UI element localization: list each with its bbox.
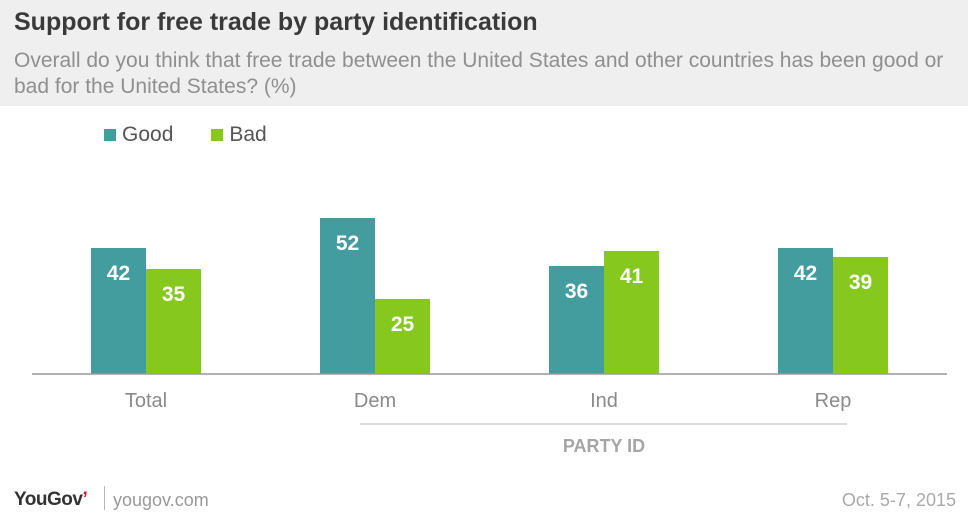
data-label-bad-dem: 25 — [391, 313, 415, 336]
footer-url: yougov.com — [113, 490, 209, 510]
legend-swatch-good — [104, 129, 116, 141]
bar-good-rep — [778, 248, 833, 374]
data-label-bad-rep: 39 — [849, 271, 872, 294]
bar-good-ind — [549, 266, 604, 374]
chart-title: Support for free trade by party identifi… — [14, 8, 538, 36]
party-id-group-label: PARTY ID — [563, 436, 645, 456]
bar-bad-rep — [833, 257, 888, 374]
x-tick-label-dem: Dem — [354, 390, 396, 412]
x-tick-label-total: Total — [125, 390, 167, 412]
data-label-good-ind: 36 — [565, 280, 588, 303]
legend-label-bad: Bad — [229, 123, 267, 146]
legend-label-good: Good — [122, 123, 174, 146]
logo-text: YouGov — [14, 489, 83, 510]
footer-divider — [104, 486, 105, 510]
data-label-bad-ind: 41 — [620, 265, 644, 288]
data-label-good-dem: 52 — [336, 232, 359, 255]
data-label-bad-total: 35 — [162, 283, 186, 306]
data-label-good-total: 42 — [107, 262, 130, 285]
bar-good-total — [91, 248, 146, 374]
bar-good-dem — [320, 218, 375, 374]
bar-bad-total — [146, 269, 201, 374]
chart-subtitle: Overall do you think that free trade bet… — [14, 49, 944, 98]
legend: Good Bad — [104, 123, 305, 147]
x-tick-label-ind: Ind — [590, 390, 618, 412]
data-label-good-rep: 42 — [794, 262, 817, 285]
bar-bad-dem — [375, 299, 430, 374]
footer-date: Oct. 5-7, 2015 — [841, 490, 956, 510]
legend-item-bad: Bad — [211, 123, 267, 147]
legend-swatch-bad — [211, 129, 224, 141]
x-tick-label-rep: Rep — [815, 390, 852, 412]
header-band: Support for free trade by party identifi… — [0, 0, 968, 106]
yougov-logo: YouGov’ — [14, 489, 88, 511]
legend-item-good: Good — [104, 123, 173, 147]
bar-bad-ind — [604, 251, 659, 374]
logo-accent: ’ — [82, 489, 88, 510]
